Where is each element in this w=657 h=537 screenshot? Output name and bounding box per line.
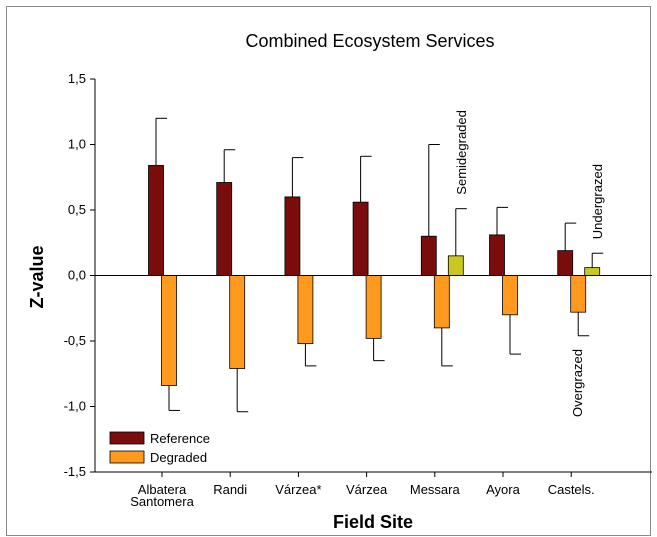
reference-bar — [216, 182, 233, 276]
legend: Reference Degraded — [109, 431, 210, 465]
x-tick-label: Ayora — [486, 482, 520, 497]
legend-label-reference: Reference — [150, 431, 210, 446]
x-tick-label: Randi — [213, 482, 247, 497]
error-bars — [155, 117, 604, 413]
x-tick-label: Albatera — [138, 482, 187, 497]
extra-bar — [584, 267, 601, 276]
reference-bar — [148, 165, 164, 276]
reference-bar — [352, 201, 369, 276]
reference-bar — [284, 196, 301, 276]
annotations: Semidegraded Undergrazed Overgrazed — [454, 110, 605, 417]
degraded-bar — [229, 275, 246, 369]
y-axis: -1,5 -1,0 -0,5 0,0 0,5 1,0 1,5 — [64, 71, 96, 479]
x-tick-label: Castels. — [548, 482, 595, 497]
x-tick-label: Várzea* — [275, 482, 321, 497]
degraded-bar — [502, 275, 518, 316]
legend-swatch-reference — [109, 431, 145, 445]
extra-bar — [447, 255, 464, 276]
y-tick-label: 1,5 — [68, 71, 86, 86]
reference-bar — [420, 235, 437, 276]
y-axis-title: Z-value — [27, 245, 47, 308]
x-tick-label-line2: Santomera — [130, 494, 194, 509]
legend-swatch-degraded — [109, 450, 145, 464]
y-tick-label: -1,5 — [64, 464, 86, 479]
bar-annotation: Overgrazed — [570, 349, 585, 417]
chart-frame: Combined Ecosystem Services -1,5 -1,0 -0,5… — [6, 6, 652, 536]
bar-annotation: Semidegraded — [454, 110, 469, 195]
y-tick-label: -0,5 — [64, 333, 86, 348]
legend-label-degraded: Degraded — [150, 450, 207, 465]
y-tick-label: 1,0 — [68, 137, 86, 152]
x-axis-title: Field Site — [333, 512, 413, 532]
degraded-bar — [570, 275, 587, 313]
x-tick-label: Messara — [410, 482, 461, 497]
y-tick-label: 0,5 — [68, 202, 86, 217]
bar-chart: Combined Ecosystem Services -1,5 -1,0 -0,5… — [27, 31, 652, 532]
degraded-bar — [297, 275, 314, 345]
bar-annotation: Undergrazed — [590, 164, 605, 239]
x-tick-label: Várzea — [346, 482, 388, 497]
y-tick-label: -1,0 — [64, 399, 86, 414]
reference-bar — [557, 250, 574, 276]
y-tick-label: 0,0 — [68, 268, 86, 283]
chart-title: Combined Ecosystem Services — [245, 31, 494, 51]
reference-bar — [489, 234, 505, 276]
degraded-bar — [433, 275, 450, 329]
degraded-bar — [161, 275, 177, 386]
degraded-bar — [365, 275, 382, 339]
